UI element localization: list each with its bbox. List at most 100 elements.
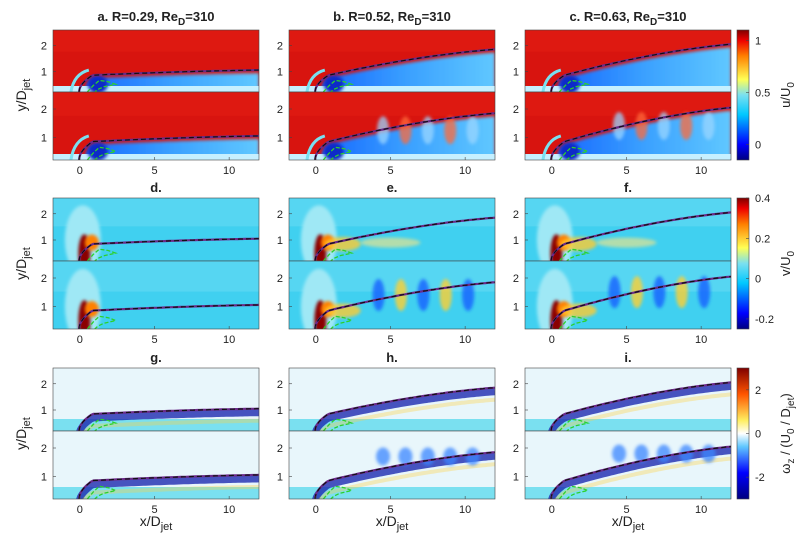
heatmap-panel: [524, 91, 732, 161]
y-tick-label: 1: [277, 132, 283, 144]
y-tick-label: 2: [277, 104, 283, 116]
colorbar: 2 0 -2 ωz / (U0 / Djet): [736, 367, 797, 500]
recirculation-contour: [322, 315, 354, 329]
panel-title: a. R=0.29, ReD=310: [97, 9, 214, 28]
panel-frame: [288, 260, 496, 330]
heatmap-panel: [524, 430, 732, 500]
x-tick-label: 5: [387, 334, 393, 346]
y-tick-label: 2: [41, 273, 47, 285]
panel-frame: [524, 260, 732, 330]
x-axis-label: x/Djet: [376, 513, 409, 533]
panel-title: h.: [386, 350, 398, 365]
heatmap-panel: [288, 367, 496, 432]
trajectory-line: [78, 237, 259, 261]
y-tick-label: 2: [277, 209, 283, 221]
heatmap-panel: [288, 260, 496, 330]
heatmap-panel: [524, 260, 732, 330]
recirculation-contour: [86, 146, 118, 160]
y-tick-label: 2: [277, 273, 283, 285]
x-tick-label: 10: [223, 334, 235, 346]
panel-title: e.: [387, 180, 398, 195]
y-tick-label: 1: [277, 66, 283, 78]
panel-title: g.: [150, 350, 162, 365]
shear-layer: [312, 452, 495, 499]
x-tick-label: 5: [623, 334, 629, 346]
y-axis-label: y/Djet: [13, 247, 33, 280]
panel-title: d.: [150, 180, 162, 195]
y-tick-label: 1: [513, 405, 519, 417]
wake-region: [554, 47, 731, 92]
x-tick-label: 10: [695, 334, 707, 346]
panel-frame: [52, 260, 260, 330]
x-tick-label: 5: [151, 504, 157, 516]
colorbar-gradient: [736, 29, 750, 161]
trajectory-line: [314, 386, 495, 431]
heatmap-panel: [288, 29, 496, 93]
colorbar-tick-label: 0.5: [755, 87, 770, 99]
y-tick-label: 1: [277, 471, 283, 483]
x-tick-label: 0: [313, 504, 319, 516]
recirculation-contour: [322, 418, 355, 431]
panel-title: c. R=0.63, ReD=310: [569, 9, 686, 28]
recirculation-contour: [558, 248, 591, 261]
heatmap-panel: [288, 91, 496, 161]
y-tick-label: 2: [513, 443, 519, 455]
y-tick-label: 2: [41, 104, 47, 116]
heatmap-panel: [524, 29, 732, 93]
x-tick-label: 0: [77, 334, 83, 346]
x-tick-label: 0: [313, 165, 319, 177]
recirculation-contour: [86, 79, 119, 92]
panel-title: b. R=0.52, ReD=310: [333, 9, 451, 28]
y-tick-label: 1: [513, 301, 519, 313]
colorbar-tick-label: -0.2: [755, 314, 774, 326]
y-tick-label: 1: [277, 405, 283, 417]
panels: [52, 29, 732, 500]
y-axis-label: y/Djet: [13, 417, 33, 450]
y-tick-label: 2: [513, 41, 519, 53]
y-tick-label: 1: [41, 66, 47, 78]
trajectory-line: [314, 216, 495, 261]
recirculation-contour: [86, 418, 119, 431]
shear-layer: [76, 409, 259, 431]
y-tick-label: 2: [513, 379, 519, 391]
y-tick-label: 1: [513, 471, 519, 483]
y-tick-label: 2: [277, 379, 283, 391]
x-tick-label: 0: [77, 504, 83, 516]
recirculation-contour: [558, 315, 590, 329]
heatmap-panel: [52, 197, 260, 262]
recirculation-contour: [322, 248, 355, 261]
panel-titles: a. R=0.29, ReD=310 d. g. b. R=0.52, ReD=310…: [97, 9, 686, 365]
x-tick-label: 10: [223, 165, 235, 177]
heatmap-panel: [52, 430, 260, 500]
y-tick-label: 1: [41, 405, 47, 417]
heatmap-panel: [52, 367, 260, 432]
y-tick-label: 2: [513, 209, 519, 221]
x-tick-label: 5: [387, 165, 393, 177]
heatmap-panel: [52, 91, 260, 161]
heatmap-panel: [288, 197, 496, 262]
recirculation-contour: [558, 418, 591, 431]
shear-layer: [312, 388, 495, 431]
y-tick-label: 1: [41, 301, 47, 313]
colorbar-tick-label: 0: [755, 274, 761, 286]
heatmap-panel: [288, 430, 496, 500]
x-tick-label: 0: [77, 165, 83, 177]
wake-region: [318, 52, 495, 92]
y-tick-label: 1: [277, 235, 283, 247]
panel-title: f.: [624, 180, 632, 195]
x-tick-label: 0: [313, 334, 319, 346]
x-tick-label: 5: [151, 334, 157, 346]
x-tick-label: 10: [695, 504, 707, 516]
colorbar-tick-label: 0: [755, 429, 761, 441]
y-tick-label: 1: [41, 471, 47, 483]
recirculation-contour: [558, 485, 590, 499]
heatmap-panel: [524, 197, 732, 262]
panel-frame: [288, 91, 496, 161]
y-tick-label: 1: [513, 132, 519, 144]
colorbar: 0.4 0.2 0 -0.2 v/U0: [736, 193, 797, 330]
x-axis-label: x/Djet: [140, 513, 173, 533]
x-tick-label: 10: [459, 165, 471, 177]
shear-layer: [548, 382, 731, 431]
colorbar-label: ωz / (U0 / Djet): [778, 393, 797, 473]
